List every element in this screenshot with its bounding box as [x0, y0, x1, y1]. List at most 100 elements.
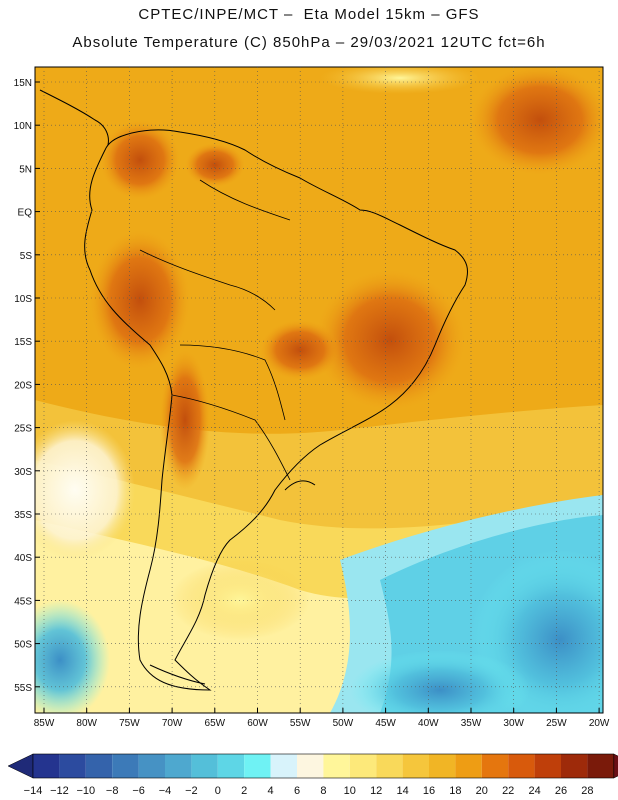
cold-core-south [350, 650, 530, 713]
colorbar-label: 6 [294, 785, 300, 797]
warm-colombia [100, 120, 180, 200]
colorbar-swatch [165, 754, 192, 778]
colorbar-swatch [217, 754, 245, 778]
colorbar-label: 14 [396, 785, 408, 797]
map-subtitle: Absolute Temperature (C) 850hPa – 29/03/… [72, 34, 546, 51]
warm-andes-peru [90, 230, 190, 370]
lon-tick-label: 25W [546, 718, 567, 729]
colorbar-swatch [534, 754, 561, 778]
colorbar-label: 2 [241, 785, 247, 797]
lat-tick-label: EQ [18, 208, 33, 219]
colorbar-swatch [376, 754, 403, 778]
lon-tick-label: 50W [333, 718, 354, 729]
colorbar-swatch [270, 754, 297, 778]
lon-tick-label: 40W [418, 718, 439, 729]
colorbar-swatch [191, 754, 218, 778]
lon-tick-label: 75W [119, 718, 140, 729]
lon-tick-label: 20W [589, 718, 610, 729]
country-borders [139, 179, 291, 481]
plot-frame [34, 66, 604, 714]
colorbar-swatch [297, 754, 324, 778]
graticule [35, 67, 603, 713]
colorbar-label: 8 [320, 785, 326, 797]
yellow-caribbean [320, 67, 480, 94]
colorbar-swatch [481, 754, 509, 778]
lat-tick-label: 35S [14, 510, 32, 521]
colorbar-swatch [508, 754, 535, 778]
south-america-coast [84, 129, 468, 691]
central-america-coast [39, 89, 109, 146]
colorbar-low-arrow [7, 753, 34, 779]
lon-tick-label: 45W [375, 718, 396, 729]
lon-tick-label: 70W [162, 718, 183, 729]
lat-tick-label: 15N [14, 78, 32, 89]
colorbar-swatch [112, 754, 139, 778]
lat-tick-label: 50S [14, 640, 32, 651]
colorbar-label: −8 [106, 785, 119, 797]
colorbar-label: 10 [344, 785, 356, 797]
lon-tick-label: 55W [290, 718, 311, 729]
colorbar-label: −2 [185, 785, 198, 797]
border-peru-brazil [139, 249, 276, 311]
colorbar-swatch [33, 754, 60, 778]
coastlines [39, 89, 468, 691]
colorbar-swatch [587, 754, 614, 778]
lat-tick-label: 25S [14, 424, 32, 435]
warm-cerrado [260, 320, 340, 380]
lat-tick-label: 20S [14, 380, 32, 391]
colorbar-label: 0 [215, 785, 221, 797]
colorbar-label: 24 [528, 785, 540, 797]
warm-andes-chile [160, 350, 210, 490]
colorbar-label: 20 [476, 785, 488, 797]
colorbar-label: −12 [50, 785, 69, 797]
colorbar-swatch [59, 754, 86, 778]
colorbar-label: 18 [449, 785, 461, 797]
colorbar-swatch [85, 754, 113, 778]
warm-venezuela [185, 143, 245, 187]
lat-tick-label: 5S [20, 251, 33, 262]
map-title: CPTEC/INPE/MCT – Eta Model 15km – GFS [138, 6, 480, 23]
colorbar-swatch [429, 754, 456, 778]
lat-tick-label: 40S [14, 553, 32, 564]
cold-core-west [35, 600, 110, 713]
colorbar-label: 4 [268, 785, 274, 797]
colorbar-high-arrow [613, 753, 618, 779]
temperature-field [35, 67, 603, 713]
colorbar-label: −10 [76, 785, 95, 797]
colorbar-label: 16 [423, 785, 435, 797]
colorbar-label: 12 [370, 785, 382, 797]
warm-atlantic-north [470, 67, 603, 175]
border-bolivia [179, 344, 286, 421]
tierra-del-fuego [149, 664, 206, 685]
colorbar-label: −14 [24, 785, 43, 797]
lat-tick-label: 15S [14, 337, 32, 348]
lon-tick-label: 65W [205, 718, 226, 729]
lon-tick-label: 35W [461, 718, 482, 729]
lon-tick-label: 30W [503, 718, 524, 729]
colorbar-swatch [349, 754, 377, 778]
lat-tick-label: 10N [14, 121, 32, 132]
colorbar-swatch [402, 754, 429, 778]
border-argentina [171, 394, 291, 481]
lat-tick-label: 30S [14, 467, 32, 478]
lat-tick-label: 45S [14, 596, 32, 607]
colorbar: −14 −12 −10 −8 −6 −4 −2 0 2 4 6 8 10 12 14 16 18 20 22 24 26… [7, 753, 618, 797]
longitude-axis: 85W 80W 75W 70W 65W 60W 55W 50W 45W 40W 35W 30W 25W 2… [34, 708, 610, 729]
colorbar-frame [32, 753, 615, 779]
colorbar-swatch [244, 754, 271, 778]
lat-tick-label: 10S [14, 294, 32, 305]
warm-brazil-core [315, 270, 465, 410]
border-venezuela-brazil [199, 179, 291, 221]
colorbar-label: 26 [555, 785, 567, 797]
colorbar-swatch [455, 754, 482, 778]
lon-tick-label: 80W [76, 718, 97, 729]
colorbar-label: 22 [502, 785, 514, 797]
lat-tick-label: 5N [19, 164, 32, 175]
lon-tick-label: 85W [34, 718, 55, 729]
pale-pacific [35, 420, 135, 560]
latitude-axis: 15N 10N 5N EQ 5S 10S 15S 20S 25S 30S 35S 40S 45S 50S 5… [14, 78, 40, 694]
lat-tick-label: 55S [14, 683, 32, 694]
rio-de-la-plata [284, 480, 316, 491]
colorbar-swatch [323, 754, 350, 778]
